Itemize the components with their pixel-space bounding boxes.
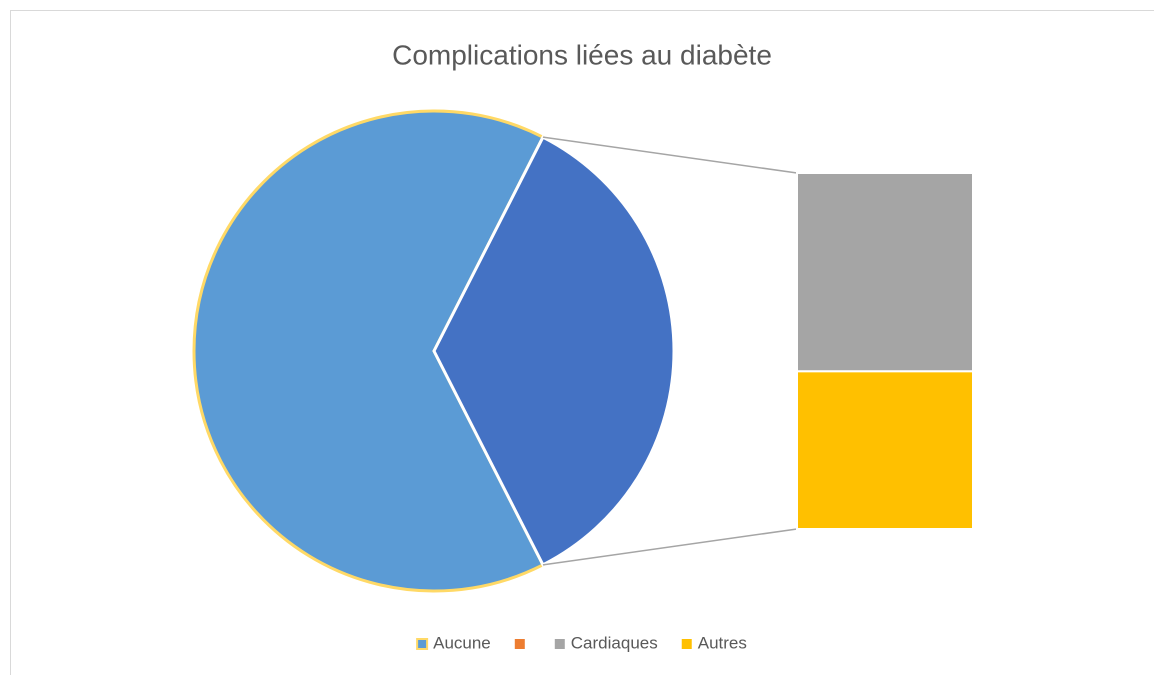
- chart-title: Complications liées au diabète: [392, 39, 772, 70]
- legend-marker: [514, 639, 525, 649]
- legend-label: Autres: [698, 633, 747, 652]
- connector-line: [542, 136, 798, 174]
- bar-segment: [796, 172, 974, 373]
- legend-marker: [416, 638, 429, 650]
- connector-line: [542, 528, 798, 566]
- bar-segment: [796, 370, 974, 531]
- legend-marker: [554, 639, 565, 649]
- pie-slice-other: [432, 135, 676, 567]
- legend-label: Cardiaques: [571, 633, 658, 652]
- legend-label: Aucune: [433, 633, 491, 652]
- legend-marker: [681, 639, 692, 649]
- pie-slice: [192, 109, 545, 593]
